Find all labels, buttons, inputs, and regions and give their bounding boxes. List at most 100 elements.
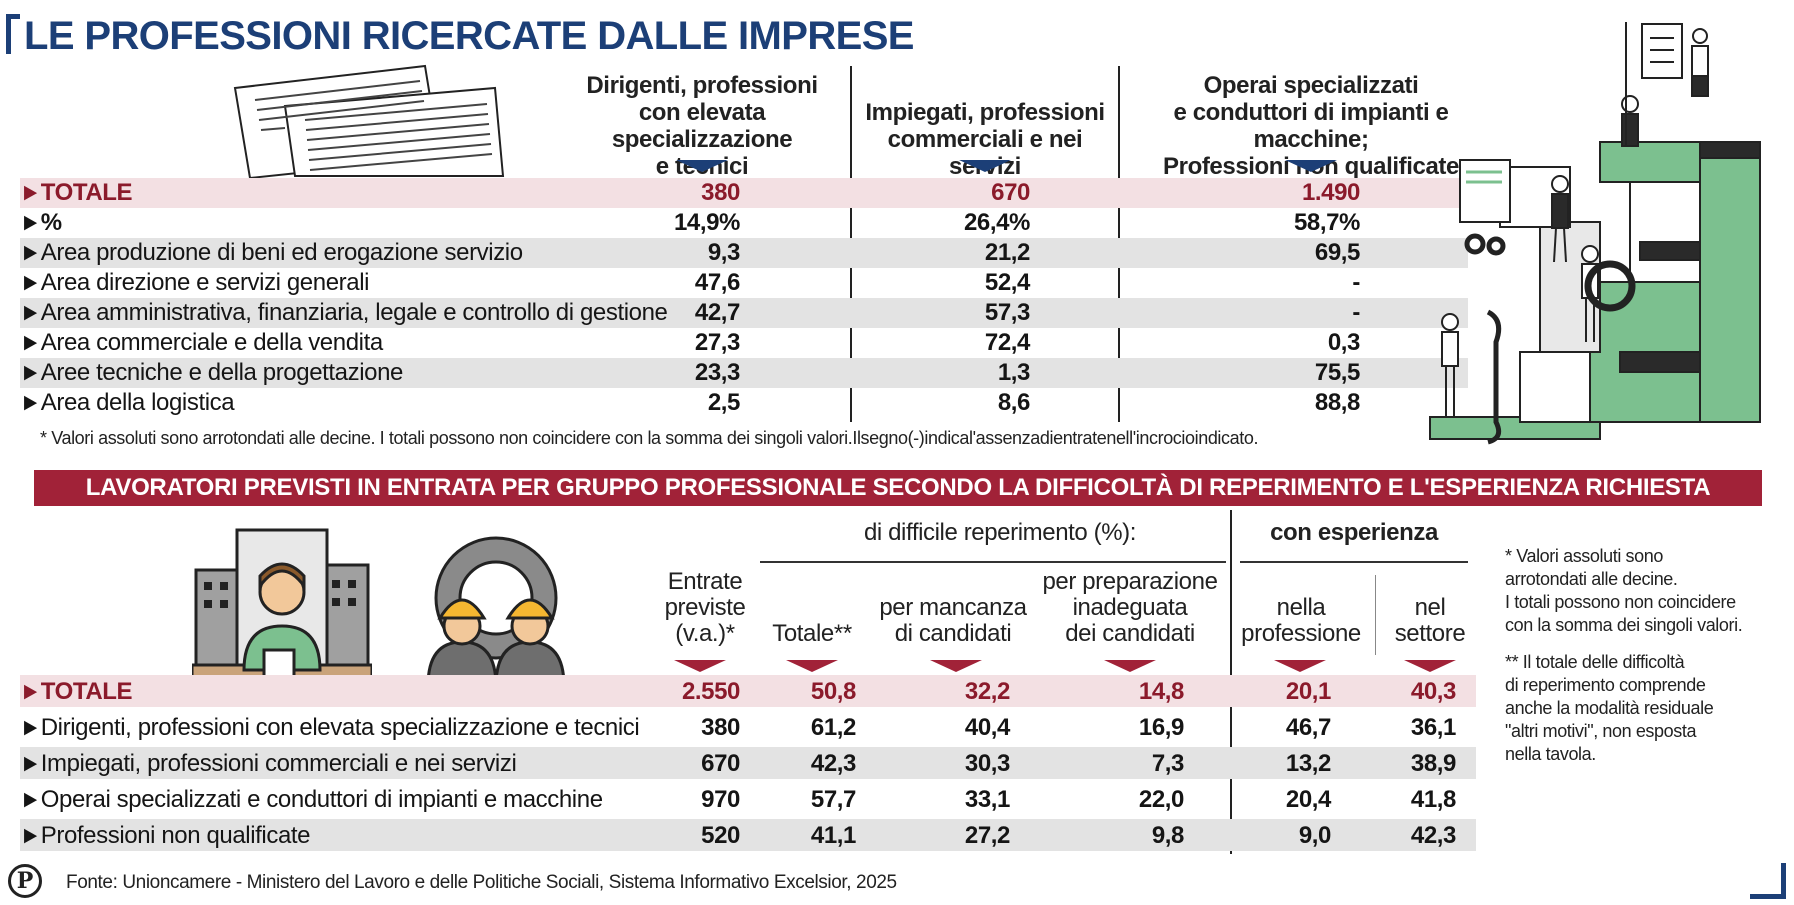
row-label: ▶ TOTALE (24, 179, 133, 206)
bottom-column-header-total: Totale** (772, 620, 852, 647)
bottom-column-5-marker (1274, 660, 1326, 672)
arrow-right-icon: ▶ (24, 212, 37, 233)
table-cell: 9,0 (1298, 822, 1332, 849)
arrow-right-icon: ▶ (24, 789, 37, 810)
group-header-underline-difficult (760, 561, 1226, 563)
bottom-column-6-marker (1404, 660, 1456, 672)
experience-column-divider (1375, 575, 1376, 655)
table-cell: 47,6 (694, 269, 741, 296)
office-worker-illustration (192, 528, 372, 689)
source-credit: Fonte: Unioncamere - Ministero del Lavor… (66, 872, 897, 893)
table-cell: 1,3 (997, 359, 1031, 386)
table-cell: 380 (701, 714, 740, 741)
bottom-column-3-marker (930, 660, 982, 672)
row-label: ▶ Area direzione e servizi generali (24, 269, 370, 296)
documents-illustration (233, 64, 505, 178)
group-header-difficult: di difficile reperimento (%): (863, 519, 1137, 546)
corner-decoration (1750, 863, 1786, 899)
table-cell: 23,3 (694, 359, 741, 386)
arrow-right-icon: ▶ (24, 753, 37, 774)
table-row: ▶ Professioni non qualificate 520 41,1 27… (20, 819, 1476, 851)
table-cell: 88,8 (1314, 389, 1361, 416)
arrow-right-icon: ▶ (24, 362, 37, 383)
arrow-right-icon: ▶ (24, 332, 37, 353)
bottom-column-header-lack-candidates: per mancanza di candidati (879, 594, 1027, 647)
top-column-header-2: Impiegati, professioni commerciali e nei… (865, 99, 1105, 180)
table-cell: 32,2 (964, 678, 1011, 705)
table-cell: 58,7% (1293, 209, 1360, 236)
table-cell: 380 (701, 179, 740, 206)
table-cell: 42,3 (810, 750, 857, 777)
row-label: ▶ Impiegati, professioni commerciali e ne… (24, 750, 517, 777)
arrow-right-icon: ▶ (24, 182, 37, 203)
table-cell: 9,3 (707, 239, 741, 266)
table-cell: 0,3 (1327, 329, 1361, 356)
row-label: ▶ TOTALE (24, 678, 133, 705)
arrow-right-icon: ▶ (24, 242, 37, 263)
table-cell: 69,5 (1314, 239, 1361, 266)
bottom-column-1-marker (674, 660, 726, 672)
table-cell: 16,9 (1138, 714, 1185, 741)
group-header-experience: con esperienza (1270, 519, 1438, 546)
table-row: ▶ Area commerciale e della vendita 27,3 7… (20, 328, 1468, 358)
title-corner-decoration (6, 14, 20, 54)
table-cell: 670 (701, 750, 740, 777)
table-row: ▶ Area amministrativa, finanziaria, legal… (20, 298, 1468, 328)
publisher-logo-icon: P (8, 864, 42, 898)
footnote-rounding: * Valori assoluti sono arrotondati alle … (1505, 546, 1743, 635)
table-cell: 14,9% (673, 209, 740, 236)
bottom-table-footnotes: * Valori assoluti sono arrotondati alle … (1505, 545, 1785, 780)
top-column-1-marker (676, 160, 728, 172)
table-cell: 27,3 (694, 329, 741, 356)
table-cell: 36,1 (1410, 714, 1457, 741)
row-label: ▶ Dirigenti, professioni con elevata spec… (24, 714, 640, 741)
table-cell: 20,4 (1285, 786, 1332, 813)
table-row: ▶ TOTALE 2.550 50,8 32,2 14,8 20,1 40,3 (20, 675, 1476, 707)
table-cell: 13,2 (1285, 750, 1332, 777)
table-cell: 57,3 (984, 299, 1031, 326)
top-column-3-marker (1285, 160, 1337, 172)
table-cell: 50,8 (810, 678, 857, 705)
table-cell: 20,1 (1285, 678, 1332, 705)
table-row: ▶ Area direzione e servizi generali 47,6 … (20, 268, 1468, 298)
table-cell: 670 (991, 179, 1030, 206)
bottom-column-header-in-sector: nel settore (1394, 594, 1466, 647)
table-cell: 57,7 (810, 786, 857, 813)
table-cell: 14,8 (1138, 678, 1185, 705)
table-row: ▶ Aree tecniche e della progettazione 23,… (20, 358, 1468, 388)
table-cell: 38,9 (1410, 750, 1457, 777)
bottom-column-header-in-profession: nella professione (1241, 594, 1361, 647)
table-cell: 40,3 (1410, 678, 1457, 705)
table-cell: 27,2 (964, 822, 1011, 849)
table-cell: 970 (701, 786, 740, 813)
table-cell: 42,3 (1410, 822, 1457, 849)
table-row: ▶ Area della logistica 2,5 8,6 88,8 (20, 388, 1468, 418)
career-staircase-illustration (1429, 22, 1761, 445)
arrow-right-icon: ▶ (24, 272, 37, 293)
table-cell: 72,4 (984, 329, 1031, 356)
table-cell: 52,4 (984, 269, 1031, 296)
table-cell: 75,5 (1314, 359, 1361, 386)
table-cell: 26,4% (963, 209, 1030, 236)
table-cell: 520 (701, 822, 740, 849)
row-label: ▶ Aree tecniche e della progettazione (24, 359, 404, 386)
row-label: ▶ Area della logistica (24, 389, 235, 416)
table-cell: - (1352, 299, 1360, 326)
bottom-column-header-entries: Entrate previste (v.a.)* (664, 568, 746, 647)
table-cell: 61,2 (810, 714, 857, 741)
construction-workers-illustration (426, 536, 566, 688)
bottom-column-2-marker (786, 660, 838, 672)
table-cell: 8,6 (997, 389, 1031, 416)
table-cell: 21,2 (984, 239, 1031, 266)
arrow-right-icon: ▶ (24, 681, 37, 702)
table-cell: 30,3 (964, 750, 1011, 777)
table-cell: 7,3 (1151, 750, 1185, 777)
table-cell: 2,5 (707, 389, 741, 416)
footnote-total-difficulty: ** Il totale delle difficoltà di reperim… (1505, 652, 1714, 764)
top-column-2-marker (959, 160, 1011, 172)
bottom-column-header-inadequate-preparation: per preparazione inadeguata dei candidat… (1042, 568, 1218, 647)
section-banner: LAVORATORI PREVISTI IN ENTRATA PER GRUPP… (34, 470, 1762, 506)
table-cell: 2.550 (681, 678, 740, 705)
table-cell: 41,1 (810, 822, 857, 849)
table-row: ▶ Impiegati, professioni commerciali e ne… (20, 747, 1476, 779)
